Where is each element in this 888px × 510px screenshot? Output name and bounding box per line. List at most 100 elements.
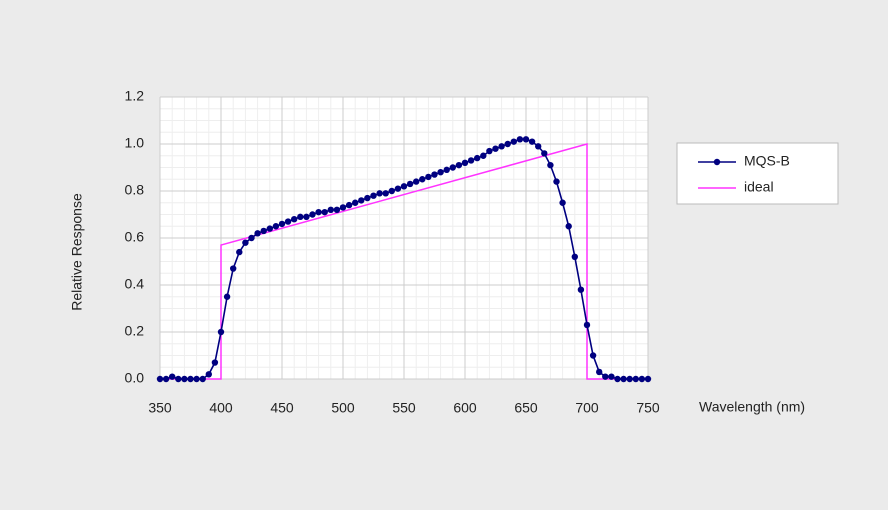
data-point bbox=[553, 178, 560, 185]
data-point bbox=[321, 208, 328, 216]
y-tick-label: 0.6 bbox=[125, 229, 145, 245]
data-point bbox=[181, 375, 188, 383]
data-point bbox=[333, 206, 341, 213]
data-point bbox=[492, 145, 499, 152]
legend-label: ideal bbox=[744, 179, 774, 195]
legend-box bbox=[676, 142, 839, 205]
data-point bbox=[248, 234, 255, 242]
y-tick-label: 1.0 bbox=[125, 135, 145, 151]
data-point bbox=[364, 194, 371, 202]
data-point bbox=[461, 159, 469, 166]
x-axis-label: Wavelength (nm) bbox=[699, 399, 805, 415]
data-point bbox=[394, 185, 402, 192]
data-point bbox=[583, 321, 591, 329]
data-point bbox=[577, 286, 585, 293]
data-point bbox=[370, 192, 377, 199]
data-point bbox=[632, 375, 639, 383]
data-point bbox=[431, 171, 438, 178]
data-point bbox=[211, 359, 219, 366]
x-tick-label: 650 bbox=[514, 400, 538, 416]
data-point bbox=[205, 371, 212, 378]
data-point bbox=[498, 143, 505, 150]
x-tick-label: 500 bbox=[331, 400, 355, 416]
data-point bbox=[217, 328, 225, 336]
data-point bbox=[565, 223, 572, 230]
data-point bbox=[327, 206, 334, 213]
data-point bbox=[230, 265, 237, 272]
data-point bbox=[541, 150, 548, 157]
data-point bbox=[602, 373, 609, 380]
data-point bbox=[455, 161, 463, 169]
data-point bbox=[339, 204, 347, 211]
data-point bbox=[162, 375, 170, 383]
series-line bbox=[160, 143, 648, 380]
y-axis-label: Relative Response bbox=[69, 193, 85, 311]
data-point bbox=[419, 176, 426, 183]
y-tick-label: 0.4 bbox=[125, 276, 145, 292]
data-point bbox=[547, 161, 554, 169]
data-point bbox=[516, 136, 524, 143]
data-point bbox=[382, 190, 389, 197]
data-point bbox=[260, 227, 267, 235]
data-point bbox=[199, 375, 206, 383]
data-point bbox=[638, 375, 646, 383]
data-point bbox=[223, 293, 231, 300]
data-point bbox=[236, 248, 243, 256]
x-tick-label: 350 bbox=[148, 400, 172, 416]
data-point bbox=[376, 190, 383, 197]
data-point bbox=[242, 239, 249, 246]
data-point bbox=[413, 178, 420, 185]
data-point bbox=[626, 375, 633, 383]
data-point bbox=[175, 375, 182, 383]
data-point bbox=[608, 373, 615, 380]
data-point bbox=[480, 152, 487, 159]
x-tick-label: 600 bbox=[453, 400, 477, 416]
data-point bbox=[309, 211, 316, 218]
data-point bbox=[272, 223, 280, 230]
data-point bbox=[504, 140, 511, 148]
data-point bbox=[345, 201, 353, 209]
data-point bbox=[528, 138, 536, 145]
legend-label: MQS-B bbox=[744, 153, 790, 169]
data-point bbox=[559, 199, 566, 206]
data-point bbox=[486, 147, 493, 155]
data-point bbox=[193, 375, 200, 383]
data-point bbox=[284, 218, 292, 225]
x-tick-label: 550 bbox=[392, 400, 416, 416]
x-tick-label: 400 bbox=[209, 400, 233, 416]
y-tick-label: 0.2 bbox=[125, 323, 145, 339]
data-point bbox=[589, 352, 597, 359]
data-point bbox=[352, 199, 359, 206]
x-tick-label: 450 bbox=[270, 400, 294, 416]
y-tick-label: 0.0 bbox=[125, 370, 145, 386]
data-point bbox=[400, 183, 408, 190]
x-tick-label: 700 bbox=[575, 400, 599, 416]
data-point bbox=[571, 253, 578, 260]
data-point bbox=[474, 154, 481, 162]
x-tick-label: 750 bbox=[636, 400, 660, 416]
data-point bbox=[315, 208, 322, 216]
data-point bbox=[388, 187, 395, 195]
data-point bbox=[644, 375, 652, 383]
data-point bbox=[406, 180, 414, 188]
data-point bbox=[278, 220, 286, 228]
data-point bbox=[510, 138, 517, 145]
data-point bbox=[443, 166, 450, 174]
data-point bbox=[467, 157, 475, 164]
data-point bbox=[437, 169, 444, 176]
data-point bbox=[522, 136, 530, 143]
data-point bbox=[156, 375, 164, 383]
data-point bbox=[187, 375, 194, 383]
y-tick-label: 1.2 bbox=[125, 88, 145, 104]
y-tick-label: 0.8 bbox=[125, 182, 145, 198]
data-point bbox=[596, 368, 603, 376]
data-point bbox=[169, 373, 176, 380]
data-point bbox=[620, 375, 627, 383]
data-point bbox=[266, 225, 273, 232]
data-point bbox=[425, 173, 432, 181]
data-point bbox=[449, 164, 456, 171]
data-point bbox=[254, 230, 261, 237]
data-point bbox=[303, 213, 310, 221]
data-point bbox=[358, 197, 365, 204]
